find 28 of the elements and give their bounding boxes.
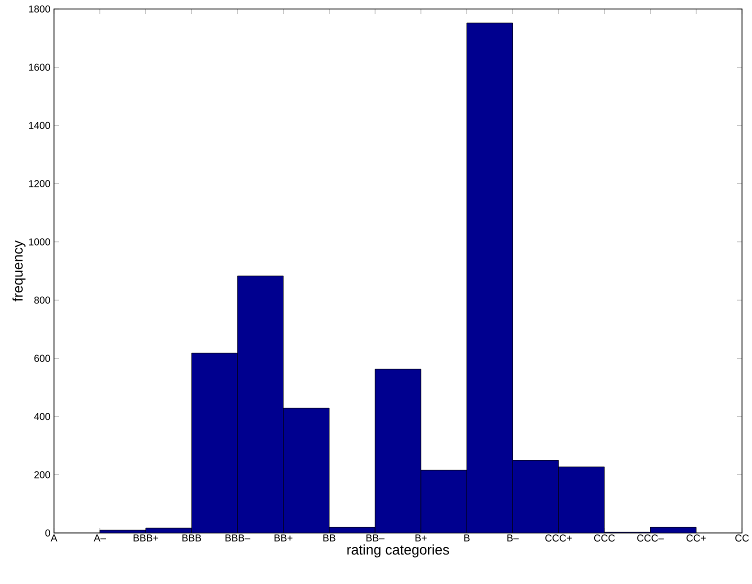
x-tick-label: B bbox=[464, 534, 470, 542]
x-tick-label: B+ bbox=[416, 534, 427, 542]
x-tick-label: A bbox=[50, 534, 58, 542]
y-tick-label: 1000 bbox=[29, 238, 50, 246]
x-tick-label: BB+ bbox=[274, 534, 292, 542]
x-tick-label: BB– bbox=[366, 534, 384, 542]
x-tick-label: BBB+ bbox=[134, 534, 158, 542]
x-tick-label: B– bbox=[507, 534, 519, 542]
y-tick-label: 1800 bbox=[29, 5, 50, 13]
x-tick-label: CCC– bbox=[637, 534, 664, 542]
x-tick-label: A– bbox=[94, 534, 106, 542]
x-axis-title: rating categories bbox=[347, 544, 450, 558]
y-tick-label: 800 bbox=[34, 296, 50, 304]
y-tick-label: 600 bbox=[34, 354, 50, 362]
x-tick-label: BBB bbox=[182, 534, 202, 542]
y-axis-title: frequency bbox=[12, 240, 26, 302]
x-tick-label: CC bbox=[735, 534, 749, 542]
x-tick-label: BBB– bbox=[226, 534, 250, 542]
y-tick-label: 1600 bbox=[29, 64, 50, 71]
y-tick-label: 0 bbox=[45, 529, 50, 537]
y-tick-label: 1400 bbox=[29, 122, 50, 129]
y-tick-label: 1200 bbox=[29, 180, 50, 188]
x-tick-label: CCC+ bbox=[545, 534, 572, 542]
y-tick-label: 400 bbox=[34, 413, 50, 420]
y-tick-label: 200 bbox=[34, 471, 50, 478]
x-tick-label: CC+ bbox=[686, 534, 706, 542]
x-tick-label: CCC bbox=[594, 534, 615, 542]
x-tick-label: BB bbox=[323, 534, 336, 542]
